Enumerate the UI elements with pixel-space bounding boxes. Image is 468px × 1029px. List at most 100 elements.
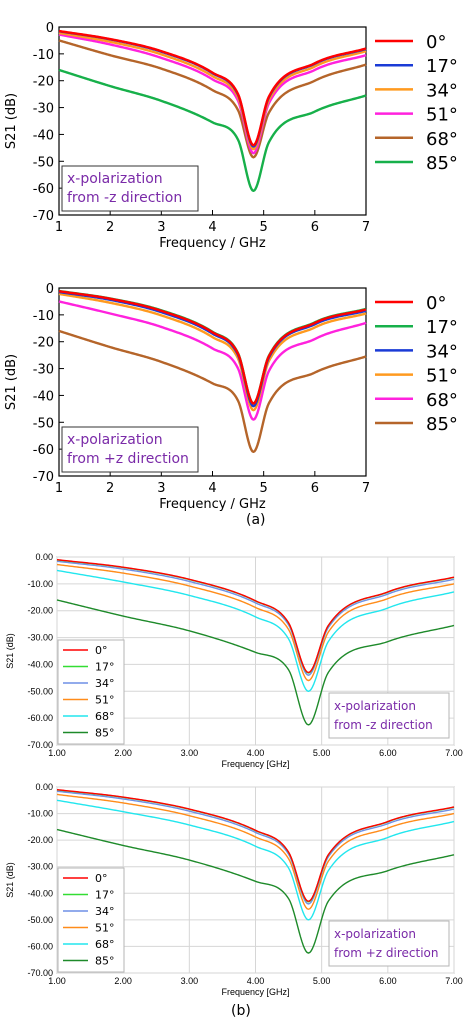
- x-tick-label: 5: [260, 220, 268, 235]
- subfigure-label-b: (b): [231, 1003, 251, 1019]
- y-tick-label: -20.00: [27, 835, 53, 845]
- legend-label: 51°: [426, 105, 458, 126]
- series-line-34deg: [56, 560, 455, 676]
- y-tick-label: -60: [33, 443, 54, 458]
- legend-label: 51°: [426, 366, 458, 387]
- x-tick-label: 3: [157, 481, 165, 496]
- y-tick-label: -50: [33, 155, 54, 170]
- series-group: [56, 788, 455, 954]
- legend-box: [57, 639, 125, 745]
- series-line-0deg: [56, 558, 455, 674]
- series-line-51deg: [58, 292, 367, 412]
- x-tick-label: 7.00: [445, 748, 463, 758]
- y-axis-label: S21 (dB): [4, 354, 19, 410]
- chart-2: 1 2 3 4 5 6 7 0 -10 -20 -30 -40 -50 -60 -70 Frequency /…: [4, 282, 458, 512]
- y-tick-label: -60: [33, 182, 54, 197]
- series-line-85deg: [56, 828, 455, 954]
- x-axis-label: Frequency / GHz: [159, 497, 266, 512]
- x-tick-label: 6: [311, 220, 319, 235]
- x-tick-label: 7: [362, 481, 370, 496]
- series-line-85deg: [58, 329, 367, 454]
- y-tick-label: -20: [33, 336, 54, 351]
- legend-label: 68°: [95, 710, 115, 723]
- y-tick-label: -10: [33, 309, 54, 324]
- legend-label: 34°: [426, 80, 458, 101]
- legend-label: 85°: [426, 414, 458, 435]
- legend-label: 85°: [95, 955, 115, 968]
- x-tick-label: 6.00: [379, 748, 397, 758]
- x-tick-label: 7.00: [445, 976, 463, 986]
- series-line-85deg: [56, 599, 455, 726]
- legend-label: 17°: [426, 56, 458, 77]
- y-tick-label: 0: [46, 282, 54, 297]
- x-tick-label: 5: [260, 481, 268, 496]
- series-line-51deg: [56, 793, 455, 910]
- series-line-68deg: [56, 799, 455, 921]
- legend-box: [57, 867, 125, 973]
- y-tick-label: -50: [33, 416, 54, 431]
- series-line-68deg: [56, 569, 455, 692]
- y-tick-label: -60.00: [27, 713, 53, 723]
- legend-label: 68°: [426, 390, 458, 411]
- x-tick-label: 3: [157, 220, 165, 235]
- y-tick-label: -30: [33, 102, 54, 117]
- annotation-text: x-polarization: [334, 927, 416, 941]
- y-tick-label: -30.00: [27, 862, 53, 872]
- legend-label: 85°: [95, 727, 115, 740]
- x-tick-label: 7: [362, 220, 370, 235]
- x-tick-label: 2.00: [114, 748, 132, 758]
- y-tick-label: -40: [33, 128, 54, 143]
- y-tick-label: -40: [33, 389, 54, 404]
- legend-label: 0°: [95, 644, 108, 657]
- legend-label: 51°: [95, 694, 115, 707]
- annotation-text: x-polarization: [334, 699, 416, 713]
- x-tick-label: 2: [106, 220, 114, 235]
- series-line-0deg: [58, 290, 367, 405]
- legend-label: 34°: [95, 905, 115, 918]
- y-tick-label: -30.00: [27, 633, 53, 643]
- x-tick-label: 1.00: [48, 976, 66, 986]
- y-tick-label: 0.00: [35, 552, 53, 562]
- y-axis-label: S21 (dB): [5, 633, 15, 669]
- series-line-34deg: [56, 790, 455, 905]
- annotation-text: x-polarization: [67, 432, 163, 448]
- x-tick-label: 4: [208, 220, 216, 235]
- y-tick-label: -20.00: [27, 606, 53, 616]
- series-line-34deg: [58, 31, 367, 151]
- x-tick-label: 3.00: [181, 748, 199, 758]
- legend-label: 85°: [426, 153, 458, 174]
- annotation-box: [61, 426, 199, 473]
- legend-label: 68°: [95, 938, 115, 951]
- x-tick-label: 6: [311, 481, 319, 496]
- x-tick-label: 1: [55, 220, 63, 235]
- series-group: [58, 29, 367, 193]
- y-tick-label: 0: [46, 21, 54, 36]
- x-axis-label: Frequency [GHz]: [221, 759, 289, 769]
- legend-label: 0°: [95, 872, 108, 885]
- legend-label: 34°: [426, 341, 458, 362]
- legend-label: 34°: [95, 677, 115, 690]
- series-line-51deg: [58, 33, 367, 155]
- legend-label: 0°: [426, 293, 446, 314]
- series-group: [58, 289, 367, 454]
- x-tick-label: 6.00: [379, 976, 397, 986]
- legend-label: 17°: [95, 661, 115, 674]
- annotation-box: [328, 920, 450, 967]
- y-tick-label: -10: [33, 48, 54, 63]
- x-tick-label: 1.00: [48, 748, 66, 758]
- y-tick-label: -40.00: [27, 888, 53, 898]
- legend-label: 0°: [426, 32, 446, 53]
- series-line-68deg: [58, 39, 367, 159]
- y-tick-label: -10.00: [27, 579, 53, 589]
- series-line-0deg: [56, 788, 455, 902]
- x-tick-label: 2.00: [114, 976, 132, 986]
- x-tick-label: 4: [208, 481, 216, 496]
- x-tick-label: 2: [106, 481, 114, 496]
- subfigure-label-a: (a): [246, 512, 266, 528]
- annotation-text: from +z direction: [334, 946, 439, 960]
- chart-4: 1.00 2.00 3.00 4.00 5.00 6.00 7.00 0.00 -10.00 -2…: [5, 782, 463, 997]
- legend-label: 68°: [426, 129, 458, 150]
- x-tick-label: 5.00: [313, 748, 331, 758]
- y-tick-label: -70.00: [27, 740, 53, 750]
